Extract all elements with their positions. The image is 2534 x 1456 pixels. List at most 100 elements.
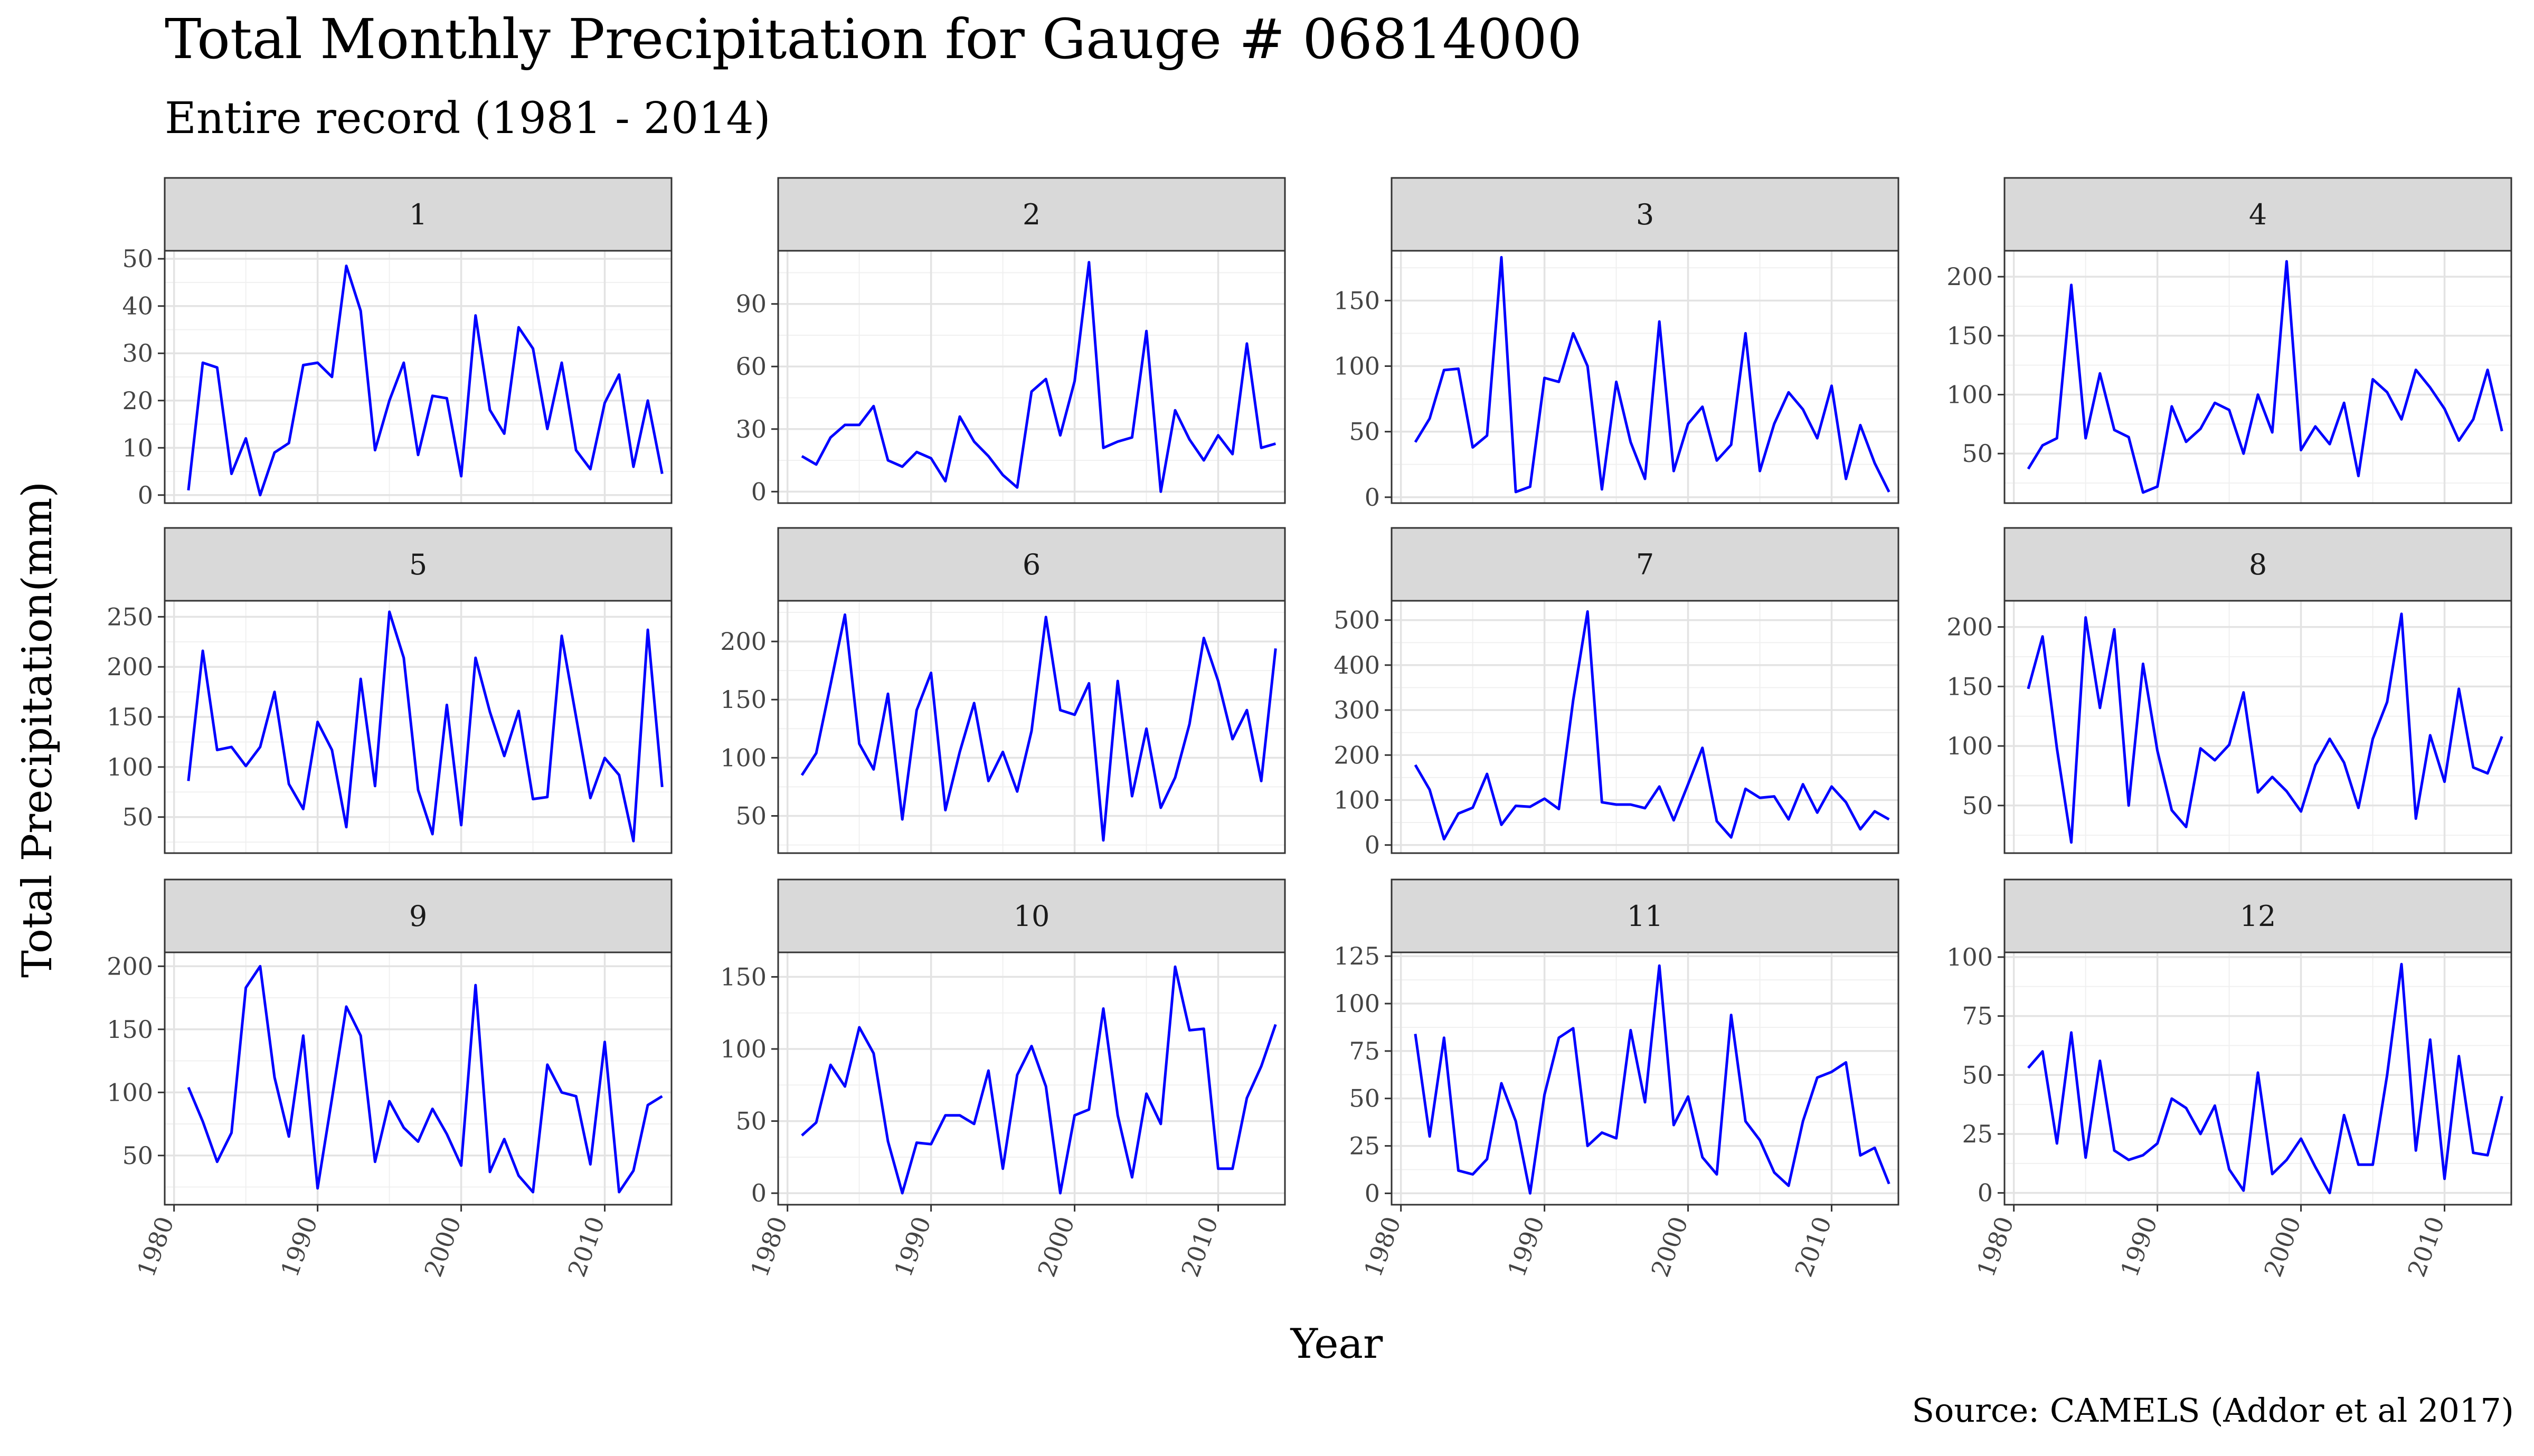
strip-label: 2 <box>1023 198 1041 231</box>
strip-background <box>164 527 673 602</box>
y-tick-label: 100 <box>107 753 153 781</box>
y-tick-label: 400 <box>1334 651 1380 679</box>
y-tick-label: 150 <box>1946 322 1993 350</box>
x-tick-label: 1980 <box>131 1213 179 1280</box>
x-tick-label: 2010 <box>1789 1213 1837 1280</box>
y-axis-label: Total Precipitation(mm) <box>14 481 61 978</box>
panel-border <box>2003 951 2512 1206</box>
y-tick-label: 250 <box>107 602 153 631</box>
y-tick-label: 30 <box>735 415 767 443</box>
panel-border <box>164 600 673 854</box>
y-tick-label: 50 <box>1349 418 1380 446</box>
panel-border <box>777 951 1286 1206</box>
strip-background <box>2003 177 2512 252</box>
y-tick-label: 100 <box>1334 352 1380 381</box>
panel-4: 4 50 100 150 200 <box>1946 177 2512 504</box>
y-tick-label: 200 <box>720 627 767 656</box>
y-tick-label: 0 <box>1365 1179 1380 1207</box>
x-tick-label: 2000 <box>419 1213 467 1280</box>
y-tick-label: 0 <box>138 481 153 509</box>
y-tick-label: 150 <box>107 1015 153 1044</box>
strip-label: 11 <box>1627 900 1663 933</box>
strip-label: 8 <box>2249 548 2267 581</box>
strip-label: 12 <box>2240 900 2276 933</box>
y-tick-label: 100 <box>1946 381 1993 409</box>
strip-label: 3 <box>1636 198 1654 231</box>
y-tick-label: 0 <box>1978 1179 1993 1207</box>
y-tick-label: 200 <box>1946 613 1993 641</box>
series-line <box>1414 610 1890 841</box>
series-line <box>187 965 663 1194</box>
strip-background <box>164 177 673 252</box>
plot-background <box>1392 601 1898 853</box>
x-tick-label: 1980 <box>1358 1213 1406 1280</box>
x-tick-label: 2010 <box>2402 1213 2450 1280</box>
plot-background <box>2004 601 2511 853</box>
strip-label: 7 <box>1636 548 1654 581</box>
y-tick-label: 25 <box>1349 1132 1380 1160</box>
strip-background <box>1391 878 1899 953</box>
y-tick-label: 30 <box>122 339 153 367</box>
y-tick-label: 50 <box>122 1141 153 1170</box>
panels: 1010203040502030609030501001504501001502… <box>107 177 2512 1281</box>
panel-2: 2 0 30 60 90 <box>735 177 1286 506</box>
y-tick-label: 500 <box>1334 606 1380 635</box>
y-tick-label: 125 <box>1334 942 1380 970</box>
strip-background <box>1391 177 1899 252</box>
y-tick-label: 150 <box>720 685 767 714</box>
series-line <box>187 264 664 497</box>
y-tick-label: 150 <box>107 703 153 731</box>
strip-label: 1 <box>409 198 427 231</box>
strip-background <box>2003 527 2512 602</box>
series-line <box>800 613 1277 842</box>
panel-border <box>1391 250 1899 504</box>
y-tick-label: 100 <box>720 1035 767 1063</box>
panel-border <box>2003 250 2512 504</box>
strip-background <box>1391 527 1899 602</box>
y-tick-label: 300 <box>1334 696 1380 724</box>
y-tick-label: 100 <box>1946 943 1993 971</box>
y-tick-label: 10 <box>122 433 153 462</box>
strip-background <box>777 527 1286 602</box>
panel-border <box>1391 600 1899 854</box>
x-tick-label: 1980 <box>1971 1213 2019 1280</box>
series-line <box>2027 612 2503 844</box>
y-tick-label: 200 <box>1946 262 1993 291</box>
strip-label: 6 <box>1023 548 1041 581</box>
plot-background <box>1392 251 1898 503</box>
x-axis-label: Year <box>1290 1320 1383 1368</box>
strip-label: 4 <box>2249 198 2267 231</box>
panel-11: 11 0 25 50 75 100 125 1980 1990 2000 2010 <box>1334 878 1899 1281</box>
y-tick-label: 0 <box>1365 483 1380 512</box>
y-tick-label: 0 <box>1365 831 1380 859</box>
plot-background <box>165 952 672 1205</box>
y-tick-label: 200 <box>1334 741 1380 769</box>
y-tick-label: 50 <box>1962 1061 1993 1089</box>
plot-background <box>1392 952 1898 1205</box>
plot-background <box>2004 251 2511 503</box>
y-tick-label: 100 <box>1334 989 1380 1018</box>
chart-subtitle: Entire record (1981 - 2014) <box>165 93 771 144</box>
panel-8: 8 50 100 150 200 <box>1946 527 2512 854</box>
strip-background <box>777 878 1286 953</box>
strip-label: 5 <box>409 548 427 581</box>
y-tick-label: 50 <box>735 1107 767 1136</box>
y-tick-label: 200 <box>107 653 153 681</box>
chart-title: Total Monthly Precipitation for Gauge # … <box>165 7 1582 71</box>
y-tick-label: 200 <box>107 952 153 980</box>
y-tick-label: 100 <box>1946 732 1993 760</box>
y-tick-label: 50 <box>122 803 153 831</box>
x-tick-label: 1990 <box>2115 1213 2163 1280</box>
series-line <box>2027 962 2503 1195</box>
x-tick-label: 2010 <box>1176 1213 1224 1280</box>
strip-label: 9 <box>409 900 427 933</box>
panel-3: 3 0 50 100 150 <box>1334 177 1899 512</box>
y-tick-label: 100 <box>720 743 767 772</box>
panel-border <box>777 600 1286 854</box>
series-line <box>801 965 1277 1195</box>
panel-7: 7 0 100 200 300 400 500 <box>1334 527 1899 859</box>
series-line <box>801 261 1276 493</box>
y-tick-label: 100 <box>107 1078 153 1107</box>
